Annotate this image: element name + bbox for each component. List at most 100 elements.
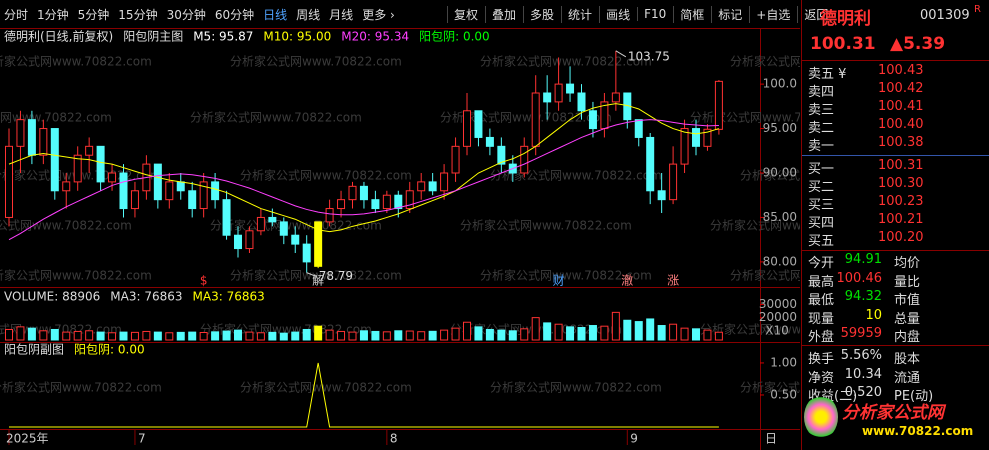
row-label: 卖一	[808, 139, 835, 154]
candle-body	[348, 185, 357, 201]
candle-body	[394, 194, 403, 210]
candle-body	[577, 92, 586, 112]
candle-body	[73, 154, 82, 183]
period-button[interactable]: 15分钟	[118, 7, 158, 22]
watermark: 分析家公式网www.70822.com	[240, 380, 412, 395]
candle-body	[256, 216, 265, 232]
watermark: 分析家公式网www.70822.com	[730, 268, 800, 283]
row-label2: 量比	[894, 274, 921, 290]
volume-bar	[27, 327, 36, 341]
candle-body	[5, 145, 13, 218]
volume-bar	[16, 326, 25, 341]
period-button[interactable]: 60分钟	[214, 7, 255, 22]
toolbar-actions: 复权 叠加 多股 统计 画线 F10 简框 标记 +自选 返回	[447, 0, 835, 28]
volume-bar	[348, 331, 357, 341]
volume-bar	[188, 331, 197, 341]
row-value: 10	[865, 307, 882, 323]
period-button[interactable]: 1分钟	[37, 7, 69, 22]
volume-bar	[325, 329, 334, 341]
volume-bar	[623, 319, 632, 341]
action-button[interactable]: 画线	[599, 5, 636, 23]
volume-bar	[268, 331, 277, 341]
action-button[interactable]: 简框	[673, 5, 710, 23]
action-button[interactable]: +自选	[749, 5, 796, 23]
candle-body	[199, 181, 208, 210]
volume-bar	[359, 330, 368, 341]
row-price: 100.31	[878, 158, 924, 173]
volume-bar	[543, 322, 552, 341]
period-button[interactable]: 更多 ›	[362, 7, 395, 22]
candle-body	[119, 172, 128, 210]
toolbar: 分时 1分钟 5分钟 15分钟 30分钟 60分钟 日线 周线 月线 更多 ›	[0, 0, 800, 28]
row-price: 100.42	[878, 81, 924, 96]
action-button[interactable]: 统计	[561, 5, 598, 23]
action-button[interactable]: 标记	[711, 5, 748, 23]
candle-body	[314, 221, 323, 267]
row-label: 卖二	[808, 121, 835, 136]
candle-body	[371, 199, 380, 210]
watermark: 分析家公式网www.70822.com	[240, 168, 412, 183]
volume-bar	[108, 332, 117, 341]
candle-body	[474, 110, 483, 138]
candle-body	[337, 199, 346, 210]
action-button[interactable]: 叠加	[485, 5, 522, 23]
volume-bar	[440, 329, 449, 341]
candle-body	[85, 145, 94, 156]
watermark: 分析家公式网www.70822.com	[230, 54, 402, 69]
watermark: 分析家公式网www.70822.com	[480, 54, 652, 69]
volume-bar	[405, 330, 414, 341]
period-button[interactable]: 日线	[263, 7, 288, 22]
period-button[interactable]: 月线	[329, 7, 354, 22]
y-tick-label: 80.00	[763, 254, 797, 268]
watermark: 分析家公式网www.70822.com	[490, 168, 662, 183]
action-button[interactable]: 返回	[797, 5, 834, 23]
candle-body	[62, 181, 71, 192]
volume-bar	[371, 330, 380, 341]
watermark: 分析家公式网www.70822.com	[0, 218, 132, 233]
volume-unit: X10	[765, 324, 789, 338]
period-button[interactable]: 30分钟	[166, 7, 206, 22]
row-label: 买四	[808, 216, 835, 231]
candle-body	[497, 145, 506, 165]
period-button[interactable]: 周线	[296, 7, 321, 22]
volume-bar	[634, 321, 643, 341]
action-button[interactable]: 复权	[447, 5, 484, 23]
candle-body	[440, 172, 449, 192]
watermark: 分析家公式网www.70822.com	[740, 380, 800, 395]
volume-bar	[256, 332, 265, 341]
row-label: 换手	[808, 352, 835, 367]
row-price: 100.41	[878, 99, 924, 114]
info-text: M10: 95.00	[263, 30, 331, 44]
period-button[interactable]: 分时	[4, 7, 29, 22]
volume-bar	[382, 331, 391, 341]
watermark: 分析家公式网www.70822.com	[0, 268, 152, 283]
candle-body	[165, 181, 174, 201]
volume-bar	[531, 317, 540, 341]
period-button[interactable]: 5分钟	[77, 7, 110, 22]
watermark: 分析家公式网www.70822.com	[0, 380, 162, 395]
candle-body	[634, 119, 643, 138]
row-value: 94.91	[844, 252, 882, 267]
row-label: 买五	[808, 234, 835, 249]
candle-body	[531, 92, 540, 147]
candle-body	[611, 92, 620, 103]
candle-body	[485, 136, 494, 147]
candle-body	[417, 181, 426, 192]
volume-bar	[279, 332, 288, 341]
event-marker: 澈	[621, 273, 633, 288]
action-button[interactable]: 多股	[523, 5, 560, 23]
volume-bar	[508, 330, 517, 341]
action-button[interactable]: F10	[637, 7, 672, 21]
candle-body	[566, 83, 575, 94]
volume-bar	[39, 330, 48, 341]
logo-url: www.70822.com	[862, 424, 974, 438]
watermark: 分析家公式网www.70822.com	[710, 218, 800, 233]
row-value: 59959	[840, 326, 882, 341]
volume-bar	[245, 331, 254, 341]
candle-body	[96, 145, 105, 183]
candle-body	[554, 83, 563, 103]
volume-bar	[577, 327, 586, 341]
row-price: 100.40	[878, 117, 924, 132]
volume-bar	[611, 311, 620, 341]
